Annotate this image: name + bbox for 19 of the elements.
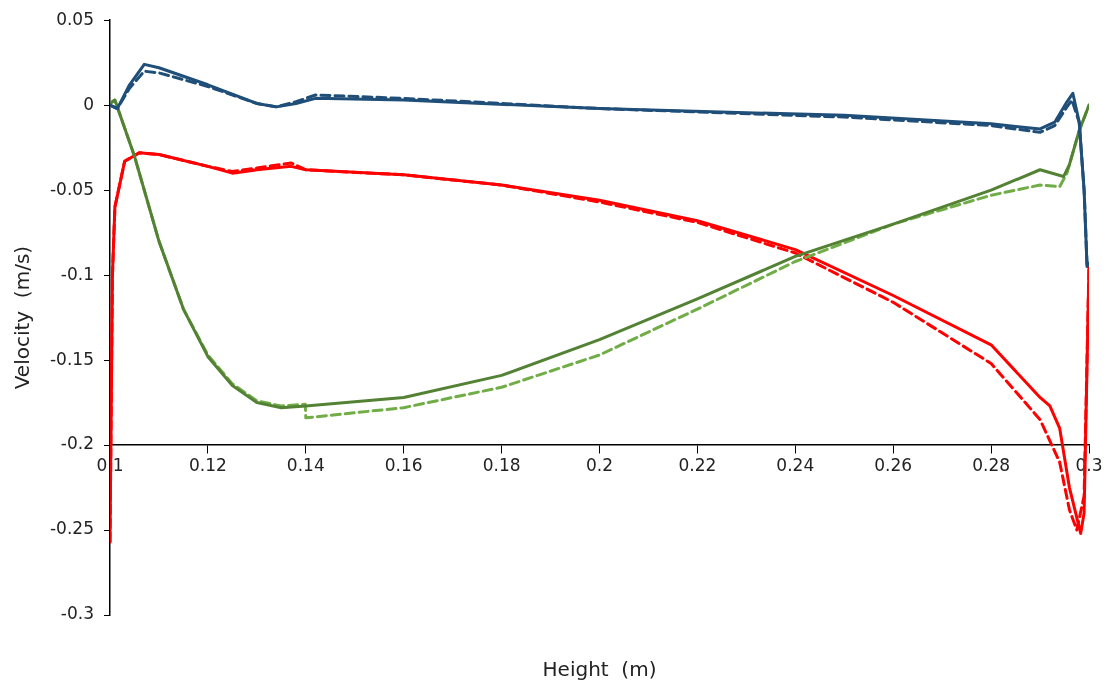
y-axis-title: Velocity (m/s): [10, 245, 35, 390]
y-tick-label: -0.1: [60, 263, 94, 284]
y-tick-label: -0.3: [60, 603, 94, 624]
x-tick-label: 0.16: [384, 454, 423, 475]
x-tick-label: 0.2: [585, 454, 614, 475]
y-tick-label: -0.2: [60, 433, 94, 454]
y-tick-label: 0.05: [56, 8, 94, 29]
x-tick-label: 0.26: [874, 454, 913, 475]
y-tick-label: -0.15: [49, 348, 94, 369]
x-tick-label: 0.28: [972, 454, 1011, 475]
x-tick-label: 0.14: [286, 454, 325, 475]
y-tick-label: 0: [83, 93, 94, 114]
y-tick-label: -0.05: [49, 178, 94, 199]
x-tick-label: 0.18: [482, 454, 521, 475]
x-tick-label: 0.22: [678, 454, 717, 475]
x-tick-label: 0.24: [776, 454, 815, 475]
y-tick-label: -0.25: [49, 518, 94, 539]
x-axis-title: Height (m): [542, 657, 657, 682]
x-tick-label: 0.12: [188, 454, 227, 475]
